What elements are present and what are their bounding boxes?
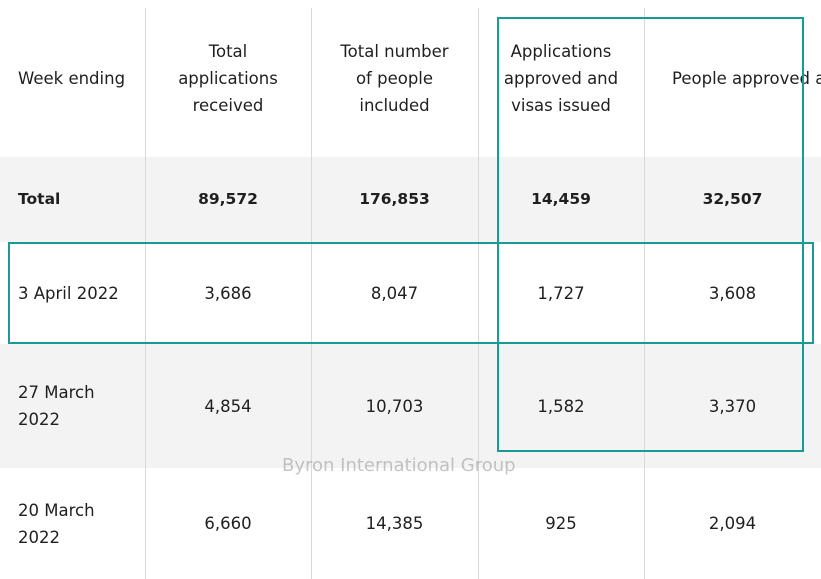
table-cell: 4,854 [204,396,252,416]
header-total-applications: Total applications received [178,42,278,115]
week-ending-cell: 20 March 2022 [18,500,95,547]
header-week-ending: Week ending [18,69,126,88]
table-cell: 3,686 [204,283,252,303]
table-cell: 176,853 [359,190,430,208]
week-ending-cell: 3 April 2022 [18,283,119,303]
table-cell: 3,608 [708,283,757,303]
table-cell: 14,385 [365,514,424,533]
table-cell: 14,459 [531,190,591,208]
header-applications-approved: Applications approved and visas issued [503,42,619,115]
table-cell: 2,094 [708,514,757,533]
table-cell: 32,507 [702,190,763,208]
watermark: Byron International Group [282,455,516,476]
table-row-total: Total 89,572 176,853 14,459 32,507 [0,157,821,242]
table-row: 3 April 2022 3,686 8,047 1,727 3,608 [0,242,821,344]
table-cell: 89,572 [198,190,258,208]
column-divider [311,8,312,579]
table-header-row: Week ending Total applications received … [0,0,821,157]
table-row: 20 March 2022 6,660 14,385 925 2,094 [0,468,821,579]
column-divider [478,8,479,579]
column-divider [644,8,645,579]
header-total-people: Total number of people included [340,42,449,115]
table-cell: 8,047 [370,283,419,303]
total-label: Total [18,190,61,208]
table-cell: 1,727 [537,283,585,303]
table-cell: 6,660 [204,514,252,533]
table-cell: 1,582 [537,396,585,416]
column-divider [145,8,146,579]
table-row: 27 March 2022 4,854 10,703 1,582 3,370 [0,344,821,468]
table-cell: 3,370 [708,396,757,416]
header-people-approved: People approved and issued visas [672,69,821,88]
table-cell: 925 [545,514,577,533]
week-ending-cell: 27 March 2022 [18,383,95,429]
table-cell: 10,703 [365,396,424,416]
